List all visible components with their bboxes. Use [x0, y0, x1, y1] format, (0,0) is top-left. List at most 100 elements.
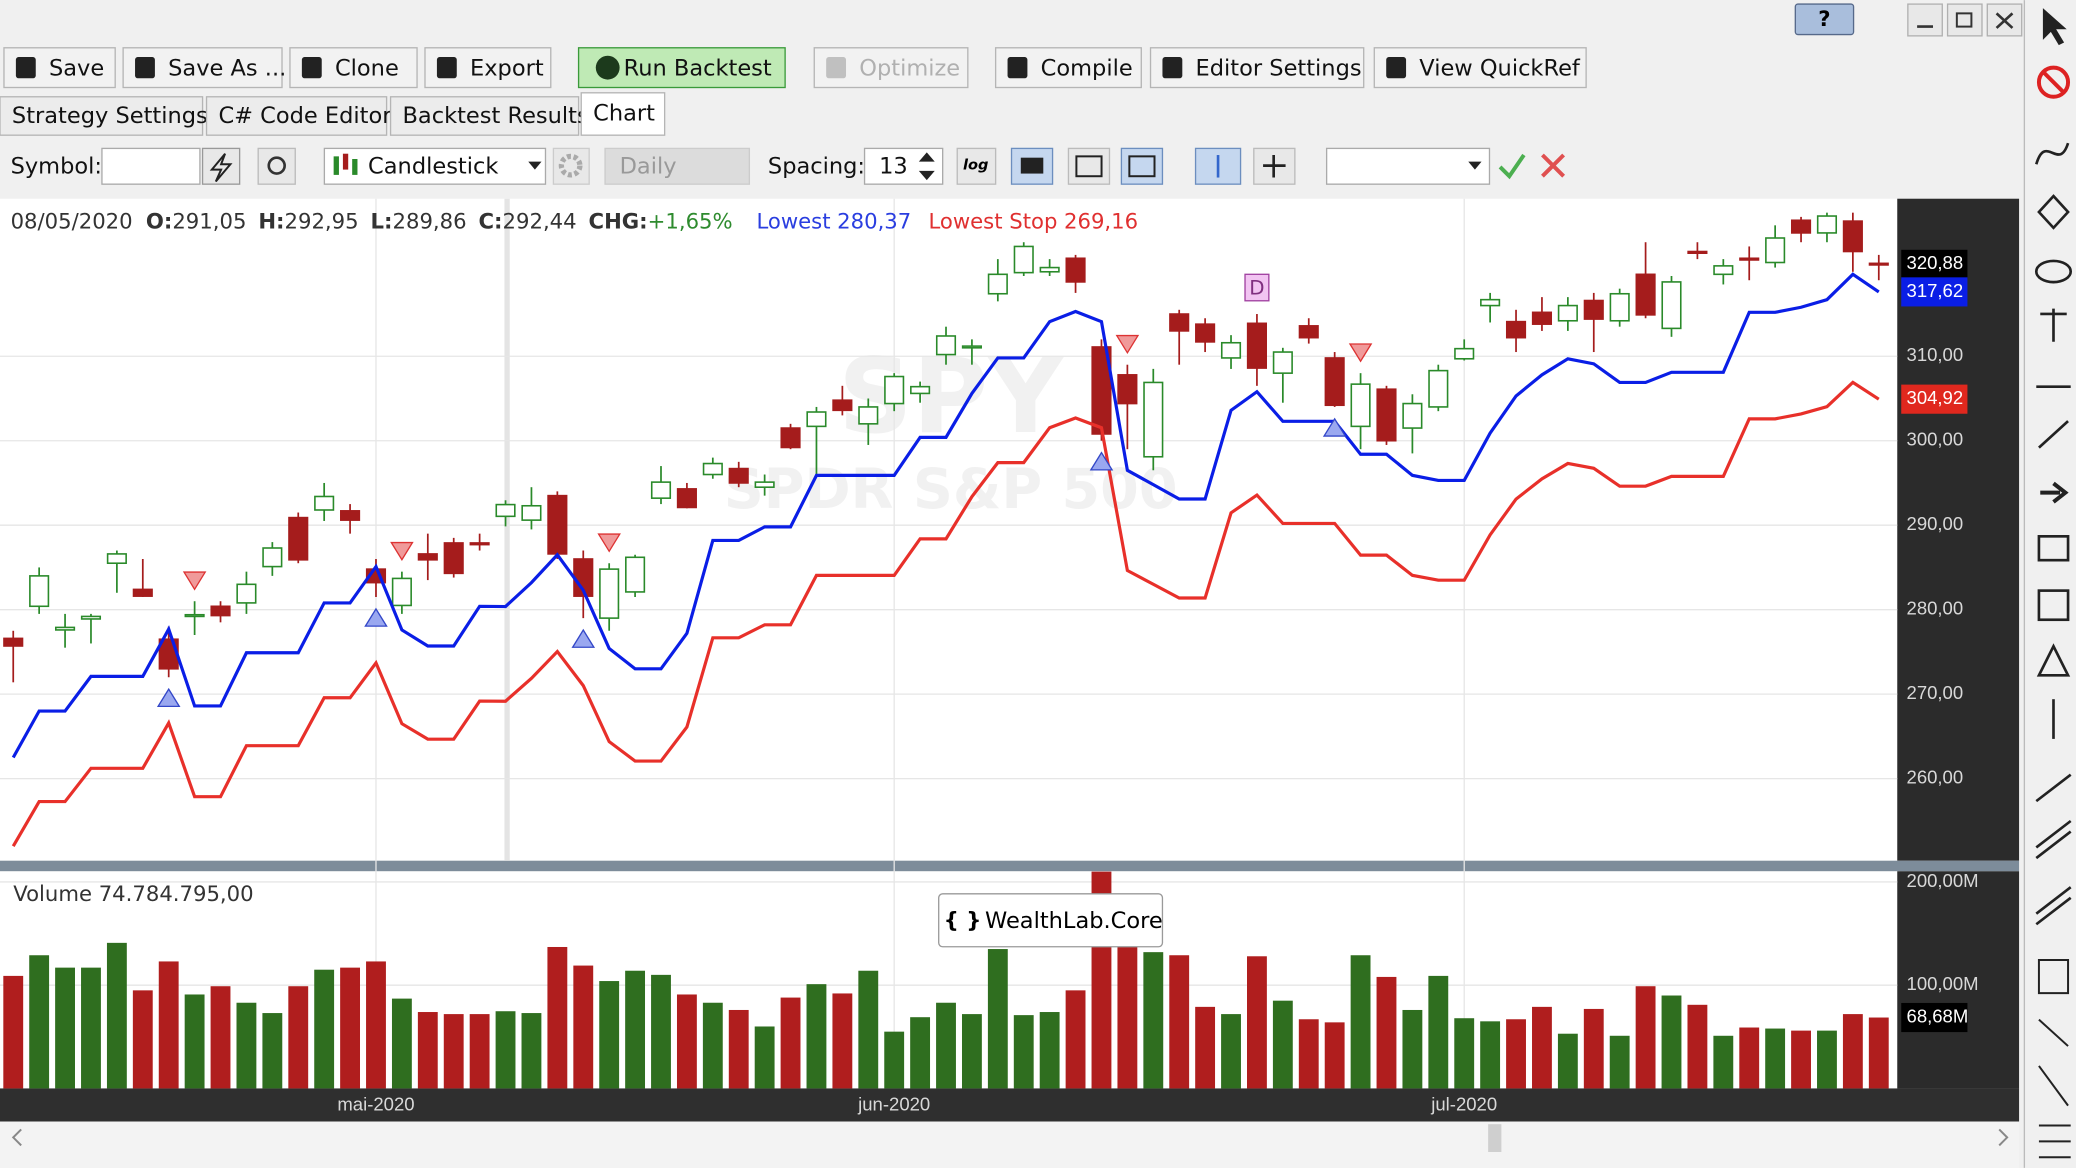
toolbar-label[interactable]: Editor Settings [1196, 55, 1362, 81]
rectangle-tool[interactable] [2037, 535, 2070, 562]
pointer-tool[interactable] [2042, 8, 2067, 46]
chart-style[interactable]: Candlestick [368, 153, 498, 179]
candle-body [1687, 250, 1708, 254]
tab[interactable] [205, 96, 388, 136]
window-button[interactable] [1120, 147, 1164, 185]
volume-bar [858, 970, 879, 1089]
toolbar-button[interactable] [1373, 47, 1587, 89]
scroll-thumb[interactable] [1488, 1124, 1502, 1152]
tab-label[interactable]: Backtest Results [402, 103, 588, 129]
volume-bar [495, 1011, 516, 1089]
toolbar-label[interactable]: Clone [335, 55, 399, 81]
sell-signal [390, 541, 414, 562]
ellipse-tool[interactable] [2034, 259, 2073, 284]
level-tool[interactable] [2040, 308, 2067, 342]
candle-body [1842, 220, 1863, 253]
fib-tools[interactable] [2037, 959, 2071, 1159]
candle-body [1583, 299, 1604, 320]
price-marker-label: 304,92 [1907, 387, 1964, 408]
pane-icon [1075, 155, 1103, 178]
toolbar-label[interactable]: Run Backtest [624, 55, 772, 81]
toolbar-label[interactable]: Save As ... [168, 55, 286, 81]
open-label: O: [146, 209, 172, 234]
toolbar-label[interactable]: Export [470, 55, 544, 81]
y-tick-label: 260,00 [1907, 766, 1964, 787]
minimize-button[interactable] [1907, 3, 1943, 37]
volume-bar [1428, 975, 1449, 1089]
candle-body [1065, 257, 1086, 283]
log-label[interactable]: log [963, 157, 988, 174]
candle-body [3, 637, 24, 647]
price-marker [1901, 277, 1968, 307]
button-icon [15, 57, 36, 79]
candle-body [1039, 266, 1060, 273]
log-button[interactable] [956, 147, 997, 185]
channel-tools[interactable] [2035, 773, 2072, 926]
tab[interactable] [0, 96, 204, 136]
y-tick-label: 200,00M [1907, 870, 1979, 891]
candle-body [1531, 311, 1553, 325]
toolbar-label[interactable]: Save [49, 55, 104, 81]
volume-bar [910, 1017, 931, 1089]
y-tick-label: 100,00M [1907, 973, 1979, 994]
candle-body [728, 467, 749, 484]
sell-signal [1115, 334, 1140, 355]
no-tool[interactable] [2036, 65, 2071, 99]
volume-bar [1376, 976, 1397, 1089]
scrollbar[interactable] [0, 1121, 2020, 1168]
help-label[interactable]: ? [1818, 6, 1830, 31]
toolbar-label[interactable]: Optimize [859, 55, 960, 81]
chart-style-dropdown[interactable] [323, 147, 547, 185]
volume-bar [1298, 1019, 1319, 1089]
candle-body [1739, 257, 1760, 261]
spinner-arrows[interactable] [918, 152, 935, 181]
diamond-tool[interactable] [2037, 194, 2070, 230]
lightning-button[interactable] [201, 147, 241, 185]
triangle-tool[interactable] [2036, 643, 2071, 677]
candle-body [1765, 237, 1786, 264]
annotation-text: D [1249, 276, 1264, 299]
restore-icon [1955, 12, 1973, 28]
chg-label: CHG: [589, 209, 648, 234]
candle-body [132, 588, 153, 597]
candle-body [1220, 341, 1242, 359]
tab[interactable] [389, 96, 580, 136]
symbol-input[interactable] [101, 147, 201, 185]
volume-bar [1868, 1017, 1889, 1089]
tab-label[interactable]: Strategy Settings [12, 103, 208, 129]
spacing-value[interactable]: 13 [879, 153, 908, 179]
curve-tool[interactable] [2035, 142, 2070, 165]
toolbar-label[interactable]: Compile [1041, 55, 1133, 81]
trendline-tool[interactable] [2038, 420, 2069, 449]
candle-body [650, 481, 672, 499]
hover-date: 08/05/2020 [11, 209, 133, 234]
candle-body [1143, 381, 1164, 458]
arrow-tool[interactable] [2040, 481, 2069, 504]
volume-bar [29, 955, 50, 1089]
link-button[interactable] [257, 147, 296, 185]
scale-box[interactable] [604, 147, 751, 185]
watermark-symbol: SPY [838, 337, 1064, 457]
scale-label[interactable]: Daily [620, 153, 677, 179]
restore-button[interactable] [1946, 3, 1983, 37]
candle-body [1816, 215, 1838, 234]
toolbar-button[interactable] [1149, 47, 1365, 89]
tooltip-text: WealthLab.Core [985, 908, 1163, 934]
apply-icon[interactable] [1498, 153, 1526, 180]
symbol-label: Symbol: [11, 153, 102, 179]
toolbar-label[interactable]: View QuickRef [1419, 55, 1581, 81]
indicator-line [11, 272, 1880, 759]
tab-label[interactable]: Chart [593, 100, 655, 126]
spacing-input[interactable] [863, 147, 944, 185]
help-button[interactable] [1794, 3, 1855, 36]
tab[interactable] [580, 92, 666, 136]
dropdown-arrow [528, 161, 542, 170]
pane-button[interactable] [1067, 147, 1111, 185]
empty-dropdown[interactable] [1325, 147, 1491, 185]
tab-label[interactable]: C# Code Editor [218, 103, 392, 129]
high-label: H: [258, 209, 284, 234]
scroll-arrows[interactable] [11, 1128, 2009, 1147]
cancel-icon[interactable] [1541, 153, 1566, 178]
text-tool[interactable] [2037, 589, 2070, 622]
